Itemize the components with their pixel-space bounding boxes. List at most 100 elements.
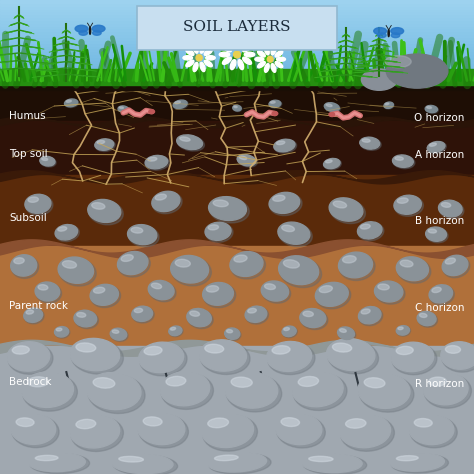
Ellipse shape (264, 64, 269, 73)
Ellipse shape (327, 338, 375, 371)
Ellipse shape (89, 201, 123, 225)
Bar (0, 121, 474, 175)
Ellipse shape (428, 229, 437, 233)
Ellipse shape (364, 378, 385, 388)
Ellipse shape (257, 51, 265, 57)
Ellipse shape (339, 414, 391, 448)
Ellipse shape (378, 284, 389, 290)
Text: O horizon: O horizon (414, 112, 465, 123)
Ellipse shape (110, 329, 128, 341)
Ellipse shape (390, 453, 444, 471)
Ellipse shape (270, 193, 302, 216)
Ellipse shape (438, 200, 462, 217)
Bar (0, 60, 474, 63)
Ellipse shape (152, 191, 180, 211)
Ellipse shape (70, 338, 119, 371)
Text: Humus: Humus (9, 110, 46, 121)
Ellipse shape (225, 372, 278, 408)
Ellipse shape (275, 62, 283, 68)
Ellipse shape (261, 281, 289, 301)
Ellipse shape (11, 255, 36, 276)
Ellipse shape (276, 141, 285, 145)
Ellipse shape (93, 287, 105, 293)
Bar (0, 57, 474, 60)
Ellipse shape (273, 195, 285, 201)
Ellipse shape (91, 285, 120, 308)
Ellipse shape (238, 60, 244, 70)
Text: Subsoil: Subsoil (9, 213, 47, 223)
Ellipse shape (429, 286, 455, 305)
Ellipse shape (95, 139, 114, 150)
Ellipse shape (385, 56, 411, 68)
Ellipse shape (393, 155, 415, 169)
Ellipse shape (204, 49, 212, 55)
Bar (0, 246, 474, 346)
Ellipse shape (362, 139, 370, 142)
Ellipse shape (234, 51, 240, 58)
Ellipse shape (279, 223, 312, 246)
Ellipse shape (244, 52, 255, 57)
Ellipse shape (131, 228, 143, 233)
Ellipse shape (298, 376, 319, 386)
Ellipse shape (396, 257, 428, 281)
Ellipse shape (391, 27, 403, 35)
Ellipse shape (7, 342, 50, 371)
Ellipse shape (40, 156, 55, 166)
Ellipse shape (395, 157, 403, 160)
Ellipse shape (274, 140, 297, 153)
Text: SOIL LAYERS: SOIL LAYERS (183, 20, 291, 35)
Ellipse shape (339, 328, 346, 332)
Ellipse shape (40, 157, 56, 167)
FancyBboxPatch shape (137, 6, 337, 50)
Ellipse shape (396, 456, 418, 461)
Ellipse shape (175, 101, 180, 104)
Ellipse shape (204, 60, 212, 67)
Ellipse shape (234, 106, 237, 108)
Ellipse shape (132, 307, 154, 323)
Ellipse shape (410, 416, 457, 448)
Ellipse shape (139, 414, 188, 448)
Ellipse shape (187, 310, 213, 328)
Ellipse shape (118, 106, 129, 113)
Ellipse shape (23, 374, 77, 411)
Ellipse shape (397, 198, 408, 203)
Ellipse shape (205, 344, 224, 353)
Ellipse shape (360, 224, 370, 229)
Ellipse shape (427, 142, 445, 152)
Ellipse shape (282, 225, 294, 232)
Bar (0, 71, 474, 74)
Ellipse shape (426, 228, 448, 243)
Ellipse shape (394, 195, 421, 214)
Ellipse shape (93, 378, 115, 388)
Ellipse shape (315, 283, 348, 306)
Text: Top soil: Top soil (9, 149, 48, 159)
Ellipse shape (396, 326, 410, 335)
Ellipse shape (209, 197, 246, 220)
Bar (0, 63, 474, 65)
Ellipse shape (426, 227, 447, 241)
Ellipse shape (427, 107, 431, 109)
Ellipse shape (88, 374, 145, 413)
Ellipse shape (392, 155, 413, 167)
Polygon shape (0, 171, 474, 184)
Ellipse shape (269, 192, 300, 213)
Bar (0, 9, 474, 11)
Ellipse shape (208, 225, 219, 230)
Ellipse shape (442, 255, 468, 275)
Ellipse shape (16, 418, 34, 427)
Ellipse shape (255, 57, 264, 61)
Ellipse shape (271, 101, 275, 103)
Ellipse shape (58, 227, 67, 231)
Ellipse shape (145, 155, 168, 169)
Ellipse shape (375, 282, 405, 304)
Ellipse shape (175, 259, 191, 267)
Ellipse shape (428, 377, 447, 386)
Bar (0, 40, 474, 43)
Ellipse shape (303, 455, 367, 474)
Ellipse shape (30, 454, 90, 474)
Ellipse shape (281, 418, 300, 427)
Ellipse shape (397, 326, 410, 336)
Ellipse shape (21, 372, 73, 408)
Text: Parent rock: Parent rock (9, 301, 68, 311)
Ellipse shape (171, 255, 209, 283)
